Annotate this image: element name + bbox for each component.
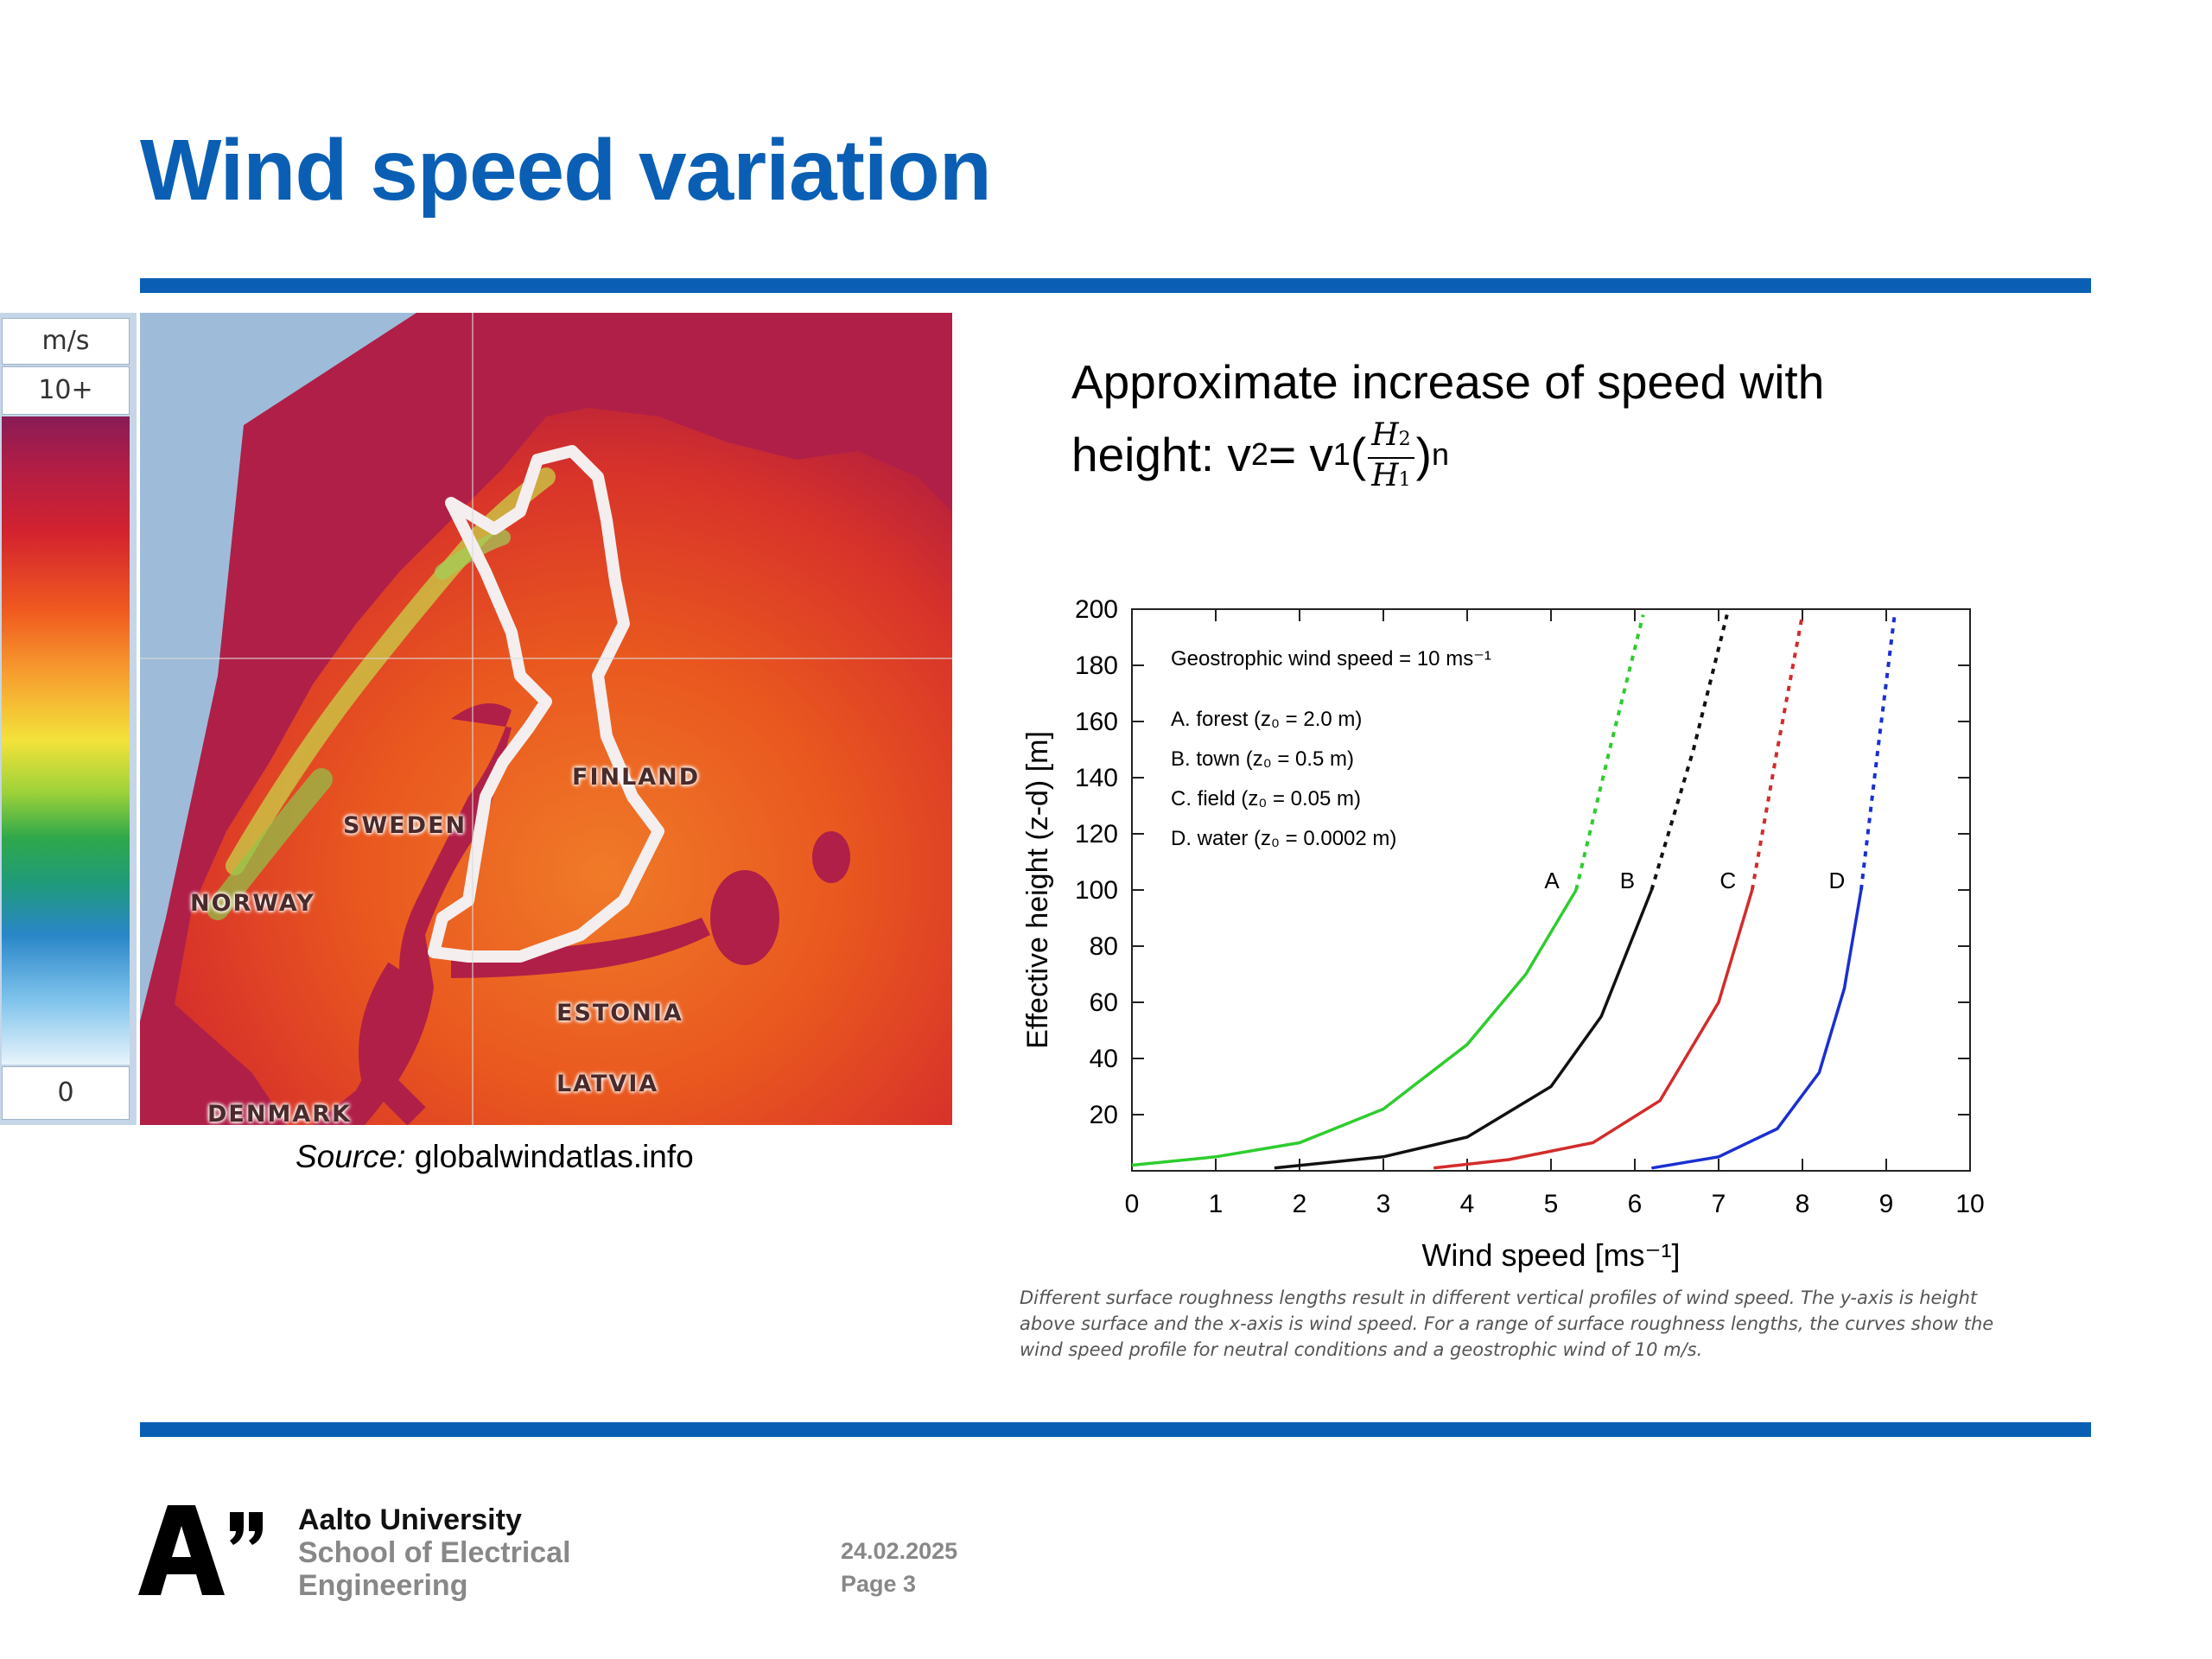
y-tick-label: 80 [1090, 932, 1118, 961]
legend-entry: D. water (z₀ = 0.0002 m) [1171, 827, 1396, 850]
aalto-logo [138, 1505, 263, 1595]
formula-sub-2: 2 [1250, 436, 1268, 472]
y-tick-label: 100 [1075, 876, 1118, 905]
map-source: Source: globalwindatlas.info [296, 1139, 694, 1175]
x-tick-label: 1 [1209, 1190, 1224, 1218]
series-line-solid [1433, 889, 1754, 1170]
legend-min: 0 [2, 1066, 130, 1120]
y-tick-label: 40 [1090, 1045, 1118, 1073]
legend-entry: B. town (z₀ = 0.5 m) [1171, 747, 1354, 771]
label-denmark: DENMARK [207, 1101, 352, 1125]
legend-color-scale [2, 416, 130, 1065]
slide-meta: 24.02.2025 Page 3 [841, 1535, 957, 1600]
y-tick-label: 120 [1075, 820, 1118, 849]
university-line: Aalto University [298, 1503, 522, 1536]
wind-profile-chart: 0 1 2 3 4 5 6 7 8 9 10 20 40 60 80 100 120 140 160 180 200 Wi… [1021, 595, 1985, 1273]
ratio-numerator: H [1371, 417, 1399, 453]
label-sweden: SWEDEN [343, 812, 467, 839]
formula-prefix: height: v [1071, 428, 1251, 481]
legend-entry: A. forest (z₀ = 2.0 m) [1171, 708, 1362, 731]
school-line-1: School of Electrical [298, 1536, 571, 1569]
formula-close-paren: ) [1415, 428, 1432, 481]
x-tick-label: 5 [1544, 1190, 1559, 1218]
x-tick-label: 0 [1125, 1190, 1140, 1218]
y-tick-label: 20 [1090, 1101, 1118, 1129]
label-latvia: LATVIA [556, 1071, 659, 1097]
formula-open-paren: ( [1350, 428, 1367, 481]
legend-max: 10+ [2, 366, 130, 415]
label-norway: NORWAY [190, 890, 315, 917]
series-label: B [1620, 868, 1635, 893]
y-tick-label: 200 [1075, 595, 1118, 624]
legend-unit: m/s [2, 318, 130, 365]
series-line-solid [1651, 889, 1863, 1170]
map-graphic [140, 313, 952, 1125]
x-tick-label: 3 [1376, 1190, 1391, 1218]
formula-intro: Approximate increase of speed with [1071, 355, 1825, 409]
series-label: A [1544, 868, 1560, 893]
x-tick-label: 8 [1796, 1190, 1810, 1218]
label-estonia: ESTONIA [556, 1000, 683, 1027]
ratio-numerator-sub: 2 [1398, 429, 1411, 450]
x-tick-label: 10 [1955, 1190, 1984, 1218]
y-tick-label: 60 [1090, 988, 1118, 1017]
y-axis-label: Effective height (z-d) [m] [1021, 731, 1054, 1049]
formula-exponent: n [1431, 436, 1449, 472]
y-tick-label: 140 [1075, 764, 1118, 792]
series-line-dashed [1750, 614, 1804, 891]
series-line-dashed [1859, 614, 1897, 891]
formula-sub-1: 1 [1332, 436, 1351, 472]
height-ratio: H2 H1 [1368, 418, 1414, 498]
x-tick-label: 6 [1628, 1190, 1643, 1218]
series-line-solid [1131, 889, 1578, 1167]
slide-title: Wind speed variation [140, 122, 992, 219]
school-line-2: Engineering [298, 1569, 468, 1602]
chart-annotation-title: Geostrophic wind speed = 10 ms⁻¹ [1171, 647, 1491, 671]
x-axis-label: Wind speed [ms⁻¹] [1421, 1237, 1680, 1273]
university-name: Aalto University School of Electrical En… [298, 1503, 571, 1602]
series-line-solid [1274, 889, 1654, 1170]
y-tick-label: 180 [1075, 652, 1118, 680]
ratio-denominator: H [1371, 458, 1399, 493]
ratio-denominator-sub: 1 [1398, 469, 1411, 491]
x-tick-label: 9 [1879, 1190, 1894, 1218]
series-line-dashed [1574, 614, 1645, 891]
chart-caption: Different surface roughness lengths resu… [1020, 1287, 1994, 1360]
map-image: FINLAND SWEDEN NORWAY ESTONIA LATVIA DEN… [140, 313, 952, 1125]
formula-equals: = v [1268, 428, 1333, 481]
wind-legend: m/s 10+ 0 [0, 313, 137, 1125]
x-tick-label: 2 [1293, 1190, 1307, 1218]
bottom-divider [140, 1422, 2091, 1437]
x-tick-label: 7 [1712, 1190, 1726, 1218]
source-site: globalwindatlas.info [414, 1139, 694, 1174]
label-finland: FINLAND [572, 764, 701, 791]
source-prefix: Source: [296, 1139, 406, 1174]
slide-date: 24.02.2025 [841, 1538, 958, 1564]
page-number: Page 3 [841, 1571, 917, 1597]
legend-entry: C. field (z₀ = 0.05 m) [1171, 787, 1361, 810]
top-divider [140, 278, 2091, 293]
series-line-dashed [1649, 614, 1729, 891]
y-tick-label: 160 [1075, 708, 1118, 736]
x-tick-label: 4 [1460, 1190, 1475, 1218]
wind-map: m/s 10+ 0 [0, 313, 952, 1127]
series-label: D [1829, 868, 1846, 893]
series-label: C [1719, 868, 1736, 893]
